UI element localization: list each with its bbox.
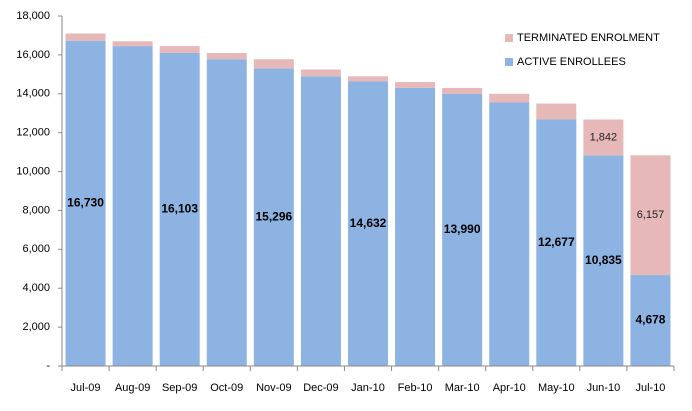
y-tick-label: 4,000 — [22, 282, 50, 294]
bar-segment — [442, 93, 483, 366]
x-tick-label: Jan-10 — [351, 382, 385, 394]
legend-label: TERMINATED ENROLMENT — [517, 32, 660, 44]
bar-segment — [65, 33, 106, 41]
bar-segment — [65, 40, 106, 366]
x-tick-label: Aug-09 — [115, 382, 150, 394]
x-tick-label: Sep-09 — [162, 382, 197, 394]
data-label: 4,678 — [635, 313, 665, 327]
bar-segment — [112, 41, 153, 47]
bar-segment — [112, 46, 153, 367]
y-tick-label: 12,000 — [16, 127, 50, 139]
y-tick-label: 2,000 — [22, 321, 50, 333]
bar-segment — [395, 82, 436, 88]
bar-segment — [159, 46, 200, 53]
y-tick-label: 18,000 — [16, 10, 50, 22]
bar-segment — [300, 69, 341, 77]
bar-segment — [630, 155, 671, 276]
data-label: 6,157 — [637, 209, 665, 221]
data-label: 1,842 — [590, 131, 618, 143]
bar-segment — [489, 93, 530, 103]
data-label: 16,103 — [161, 202, 198, 216]
legend-label: ACTIVE ENROLLEES — [517, 56, 626, 68]
bar-segment — [630, 275, 671, 366]
legend-swatch — [505, 34, 513, 42]
data-label: 10,835 — [585, 253, 622, 267]
bar-segment — [583, 119, 624, 156]
data-label: 12,677 — [538, 235, 575, 249]
data-label: 13,990 — [444, 222, 481, 236]
data-label: 15,296 — [255, 209, 292, 223]
bar-segment — [348, 81, 388, 366]
bar-segment — [348, 76, 388, 82]
bar-segment — [489, 102, 530, 367]
y-tick-label: 10,000 — [16, 165, 50, 177]
data-label: 14,632 — [350, 216, 387, 230]
x-tick-label: Dec-09 — [303, 382, 338, 394]
x-tick-label: Nov-09 — [256, 382, 291, 394]
y-tick-label: - — [46, 360, 50, 372]
y-tick-label: 16,000 — [16, 49, 50, 61]
bar-segment — [300, 76, 341, 367]
data-label: 16,730 — [67, 196, 104, 210]
bar-segment — [395, 87, 436, 366]
bar-segment — [536, 103, 577, 120]
y-tick-label: 14,000 — [16, 88, 50, 100]
x-tick-label: Apr-10 — [493, 382, 526, 394]
x-tick-label: Jun-10 — [587, 382, 621, 394]
legend-swatch — [505, 58, 513, 66]
bar-segment — [253, 68, 294, 367]
x-tick-label: Jul-10 — [635, 382, 665, 394]
x-tick-label: Oct-09 — [210, 382, 243, 394]
x-tick-label: May-10 — [538, 382, 575, 394]
bar-segment — [159, 52, 200, 367]
x-tick-label: Jul-09 — [71, 382, 101, 394]
bar-segment — [206, 52, 247, 60]
bar-segment — [442, 87, 483, 94]
x-tick-label: Feb-10 — [398, 382, 433, 394]
bar-segment — [253, 59, 294, 69]
bar-segment — [206, 59, 247, 367]
y-tick-label: 6,000 — [22, 243, 50, 255]
y-tick-label: 8,000 — [22, 204, 50, 216]
bar-segment — [583, 155, 624, 366]
x-tick-label: Mar-10 — [445, 382, 480, 394]
bar-segment — [536, 119, 577, 366]
